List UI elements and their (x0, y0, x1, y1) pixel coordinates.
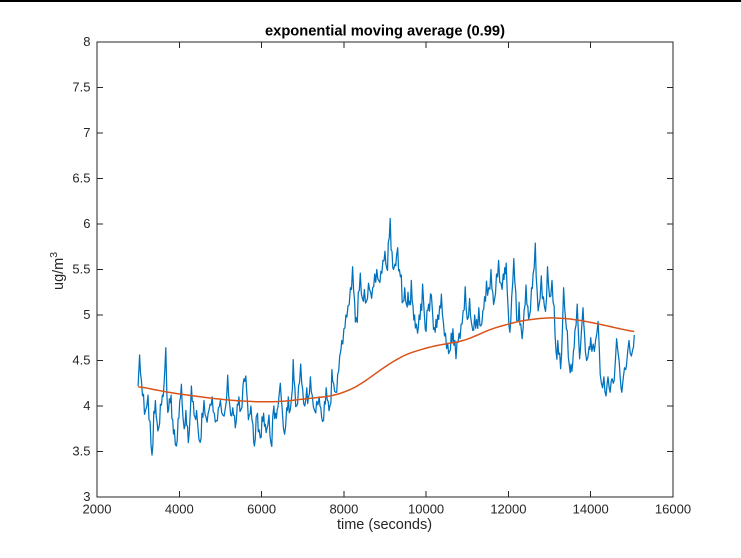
svg-text:4: 4 (83, 398, 90, 413)
svg-text:10000: 10000 (408, 502, 444, 517)
svg-text:time (seconds): time (seconds) (337, 517, 432, 533)
svg-text:6000: 6000 (247, 502, 276, 517)
svg-text:4000: 4000 (165, 502, 194, 517)
svg-text:exponential moving average (0.: exponential moving average (0.99) (265, 24, 505, 40)
svg-text:14000: 14000 (573, 502, 609, 517)
svg-text:3: 3 (83, 489, 90, 504)
svg-text:2000: 2000 (83, 502, 112, 517)
svg-text:12000: 12000 (490, 502, 526, 517)
svg-text:7: 7 (83, 125, 90, 140)
svg-text:6: 6 (83, 216, 90, 231)
svg-text:6.5: 6.5 (72, 171, 90, 186)
svg-text:16000: 16000 (655, 502, 691, 517)
svg-text:ug/m3: ug/m3 (48, 252, 67, 290)
svg-text:7.5: 7.5 (72, 80, 90, 95)
svg-text:4.5: 4.5 (72, 353, 90, 368)
svg-text:5.5: 5.5 (72, 262, 90, 277)
svg-text:5: 5 (83, 307, 90, 322)
svg-text:8: 8 (83, 34, 90, 49)
svg-text:3.5: 3.5 (72, 444, 90, 459)
svg-text:8000: 8000 (329, 502, 358, 517)
